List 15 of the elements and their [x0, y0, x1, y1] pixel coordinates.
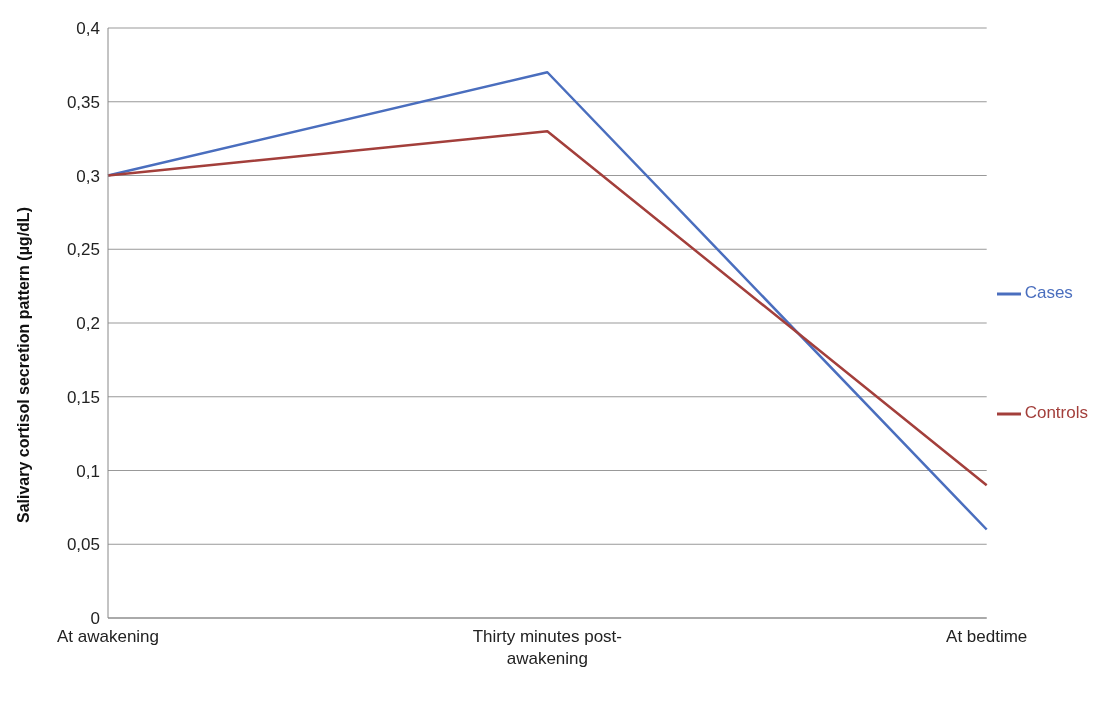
y-tick-label: 0,15: [66, 387, 100, 407]
legend-label: Cases: [1024, 283, 1073, 302]
y-tick-label: 0: [90, 609, 100, 629]
x-tick-label: At awakening: [56, 627, 160, 646]
y-tick-label: 0,05: [66, 535, 100, 555]
y-tick-label: 0,25: [66, 240, 100, 260]
x-tick-label: Thirty minutes post-awakening: [472, 627, 622, 668]
y-axis-title: Salivary cortisol secretion pattern (µg/dL): [14, 207, 32, 523]
y-tick-label: 0,1: [76, 461, 100, 481]
y-tick-label: 0,3: [76, 166, 100, 186]
x-tick-label: At bedtime: [946, 627, 1028, 646]
y-tick-label: 0,2: [76, 314, 100, 334]
y-tick-label: 0,35: [66, 92, 100, 112]
legend-label: Controls: [1024, 403, 1088, 422]
y-tick-label: 0,4: [76, 19, 100, 39]
